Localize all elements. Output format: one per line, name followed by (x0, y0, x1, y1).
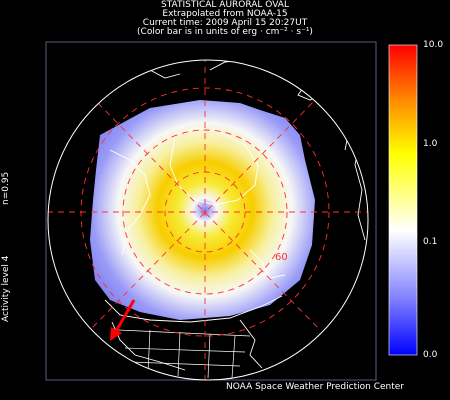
lat-lon-grid (48, 60, 368, 380)
colorbar-units: (Color bar is in units of erg · cm⁻² · s… (137, 27, 313, 37)
borders (117, 329, 251, 379)
colorbar-tick-1: 1.0 (423, 139, 438, 149)
title: STATISTICAL AURORAL OVAL (161, 0, 289, 10)
globe-outline (47, 59, 369, 381)
n-label: n=0.95 (1, 171, 11, 205)
activity-level-label: Activity level 4 (1, 255, 11, 322)
colorbar-tick-max: 10.0 (423, 40, 444, 50)
colorbar-tick-min: 0.0 (423, 350, 438, 360)
credit-text: NOAA Space Weather Prediction Center (226, 382, 404, 392)
sun-direction-arrow (110, 299, 136, 341)
colorbar (389, 45, 417, 355)
subtitle: Extrapolated from NOAA-15 (162, 9, 288, 19)
auroral-oval (90, 100, 315, 320)
colorbar-tick-01: 0.1 (423, 237, 438, 247)
latitude-label: 60 (275, 252, 288, 263)
current-time: Current time: 2009 April 15 20:27UT (142, 18, 308, 28)
